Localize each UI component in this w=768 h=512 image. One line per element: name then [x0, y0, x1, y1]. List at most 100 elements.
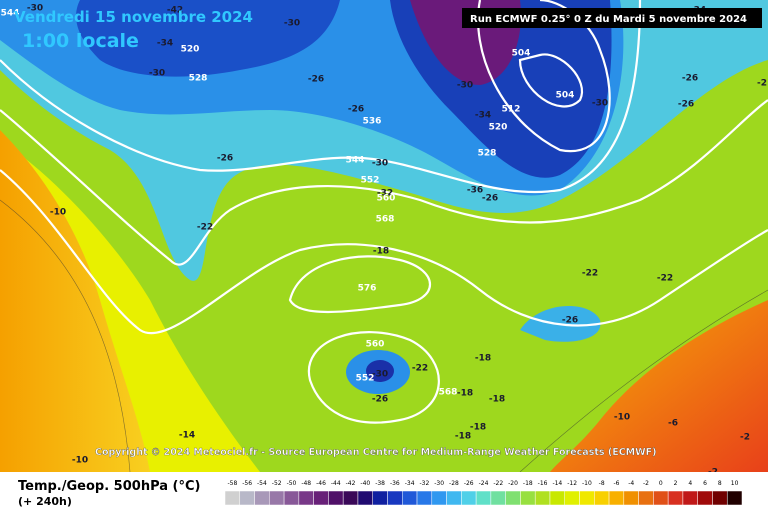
temperature-label: -18: [373, 247, 389, 257]
temperature-label: -26: [482, 194, 498, 204]
scale-label: -10: [582, 480, 592, 487]
scale-swatch: [638, 490, 654, 506]
isotherm: [0, 199, 131, 473]
geopotential-contour: [0, 99, 768, 266]
temperature-label: -42: [167, 6, 183, 16]
legend-lead: (+ 240h): [18, 495, 72, 508]
geopotential-contour: [0, 169, 768, 335]
scale-label: -4: [628, 480, 634, 487]
scale-swatch: [298, 490, 314, 506]
forecast-date: Vendredi 15 novembre 2024: [14, 8, 253, 26]
geopotential-label: 528: [189, 74, 208, 84]
geopotential-label: 520: [489, 123, 508, 133]
cold-core-west: [76, 0, 340, 77]
scale-swatch: [283, 490, 300, 506]
temperature-label: -18: [489, 395, 505, 405]
temperature-label: -26: [217, 154, 233, 164]
scale-swatch: [269, 490, 285, 506]
scale-label: -44: [331, 480, 341, 487]
scale-label: -24: [479, 480, 489, 487]
scale-label: -26: [464, 480, 474, 487]
geopotential-contour: [0, 0, 642, 194]
scale-swatch: [712, 490, 728, 506]
warm-zone-east: [550, 300, 768, 472]
scale-swatch: [402, 490, 418, 506]
scale-swatch: [564, 490, 580, 506]
cutoff-low-inner: [366, 360, 394, 382]
scale-label: -56: [242, 480, 252, 487]
scale-label: -16: [538, 480, 548, 487]
temperature-label: -14: [179, 431, 195, 441]
scale-swatch: [357, 490, 373, 506]
scale-label: -20: [508, 480, 518, 487]
temperature-label: -18: [457, 389, 473, 399]
warm-zone-west: [0, 130, 150, 472]
scale-swatch: [416, 490, 433, 506]
temperature-label: -30: [372, 370, 388, 380]
scale-label: -6: [613, 480, 619, 487]
temperature-label: -10: [50, 208, 66, 218]
scale-label: -54: [257, 480, 267, 487]
scale-label: -50: [287, 480, 297, 487]
scale-swatch: [667, 490, 684, 506]
temperature-label: -18: [475, 354, 491, 364]
scale-label: -14: [552, 480, 562, 487]
temperature-label: -26: [562, 316, 578, 326]
temperature-label: -30: [372, 159, 388, 169]
scale-swatch: [520, 490, 536, 506]
geopotential-label: 552: [356, 374, 375, 384]
geopotential-contour: [288, 255, 431, 314]
temperature-label: -10: [614, 413, 630, 423]
scale-label: 10: [731, 480, 739, 487]
scale-swatch: [623, 490, 639, 506]
run-info: Run ECMWF 0.25° 0 Z du Mardi 5 novembre …: [470, 14, 747, 25]
temperature-label: -30: [457, 81, 473, 91]
isotherm: [519, 289, 768, 473]
scale-swatch: [446, 490, 462, 506]
scale-label: -40: [360, 480, 370, 487]
scale-label: -8: [599, 480, 605, 487]
geopotential-label: 544: [1, 9, 20, 19]
forecast-time: 1:00 locale: [22, 30, 139, 52]
scale-label: -52: [272, 480, 282, 487]
temperature-label: -2: [757, 79, 767, 89]
temperature-label: -30: [27, 4, 43, 14]
temperature-label: -22: [412, 364, 428, 374]
geopotential-contour: [518, 53, 583, 108]
temperature-label: -26: [372, 395, 388, 405]
scale-label: -32: [420, 480, 430, 487]
scale-label: -42: [346, 480, 356, 487]
temperature-label: -30: [149, 69, 165, 79]
scale-swatch: [594, 490, 610, 506]
scale-label: -46: [316, 480, 326, 487]
temperature-label: -26: [348, 105, 364, 115]
scale-swatch: [697, 490, 713, 506]
geopotential-label: 544: [346, 156, 365, 166]
scale-swatch: [726, 490, 743, 506]
scale-swatch: [490, 490, 506, 506]
scale-swatch: [328, 490, 344, 506]
scale-swatch: [313, 490, 329, 506]
scale-swatch: [224, 490, 241, 506]
temperature-label: -22: [582, 269, 598, 279]
scale-swatch: [254, 490, 270, 506]
scale-label: -30: [434, 480, 444, 487]
scale-label: -28: [449, 480, 459, 487]
temperature-label: -34: [157, 39, 173, 49]
copyright: Copyright © 2024 Meteociel.fr - Source E…: [95, 447, 656, 458]
geopotential-label: 560: [377, 194, 396, 204]
temperature-label: -32: [377, 189, 393, 199]
scale-label: 2: [674, 480, 678, 487]
temperature-label: -18: [470, 423, 486, 433]
scale-label: -36: [390, 480, 400, 487]
geopotential-label: 576: [358, 284, 377, 294]
scale-label: -48: [301, 480, 311, 487]
temperature-label: -26: [308, 75, 324, 85]
scale-swatch: [387, 490, 403, 506]
geopotential-label: 504: [556, 91, 575, 101]
temperature-label: -34: [475, 111, 491, 121]
scale-label: -34: [405, 480, 415, 487]
temperature-label: -10: [72, 456, 88, 466]
scale-swatch: [682, 490, 698, 506]
scale-label: -38: [375, 480, 385, 487]
